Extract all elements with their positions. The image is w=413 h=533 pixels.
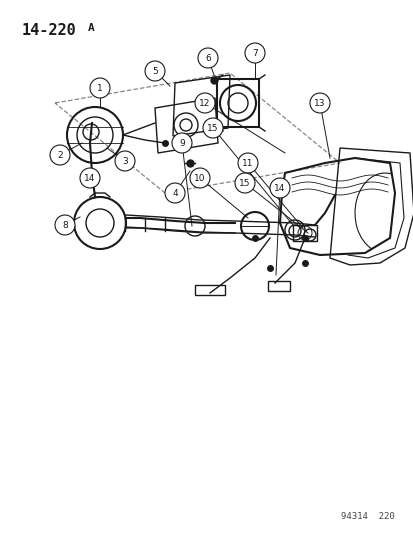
Text: 14: 14 <box>84 174 95 182</box>
Text: 3: 3 <box>122 157 128 166</box>
Text: 10: 10 <box>194 174 205 182</box>
Circle shape <box>197 48 218 68</box>
Circle shape <box>244 43 264 63</box>
Circle shape <box>115 151 135 171</box>
Text: 14-220: 14-220 <box>22 23 76 38</box>
Text: 11: 11 <box>242 158 253 167</box>
Circle shape <box>171 133 192 153</box>
Circle shape <box>309 93 329 113</box>
Circle shape <box>235 173 254 193</box>
Circle shape <box>237 153 257 173</box>
Text: 12: 12 <box>199 99 210 108</box>
Circle shape <box>165 183 185 203</box>
Text: 15: 15 <box>207 124 218 133</box>
Text: 1: 1 <box>97 84 102 93</box>
Circle shape <box>195 93 214 113</box>
Circle shape <box>145 61 165 81</box>
Text: 5: 5 <box>152 67 157 76</box>
Circle shape <box>190 168 209 188</box>
Text: 9: 9 <box>179 139 185 148</box>
Text: 2: 2 <box>57 150 63 159</box>
Circle shape <box>50 145 70 165</box>
Text: 6: 6 <box>204 53 210 62</box>
Text: 4: 4 <box>172 189 177 198</box>
Text: 8: 8 <box>62 221 68 230</box>
Circle shape <box>90 78 110 98</box>
Circle shape <box>269 178 289 198</box>
Bar <box>292 225 316 241</box>
Circle shape <box>80 168 100 188</box>
Text: 7: 7 <box>252 49 257 58</box>
Text: A: A <box>88 23 95 33</box>
Text: 13: 13 <box>313 99 325 108</box>
Circle shape <box>55 215 75 235</box>
Text: 14: 14 <box>274 183 285 192</box>
Text: 15: 15 <box>239 179 250 188</box>
Text: 94314  220: 94314 220 <box>340 512 394 521</box>
Circle shape <box>202 118 223 138</box>
